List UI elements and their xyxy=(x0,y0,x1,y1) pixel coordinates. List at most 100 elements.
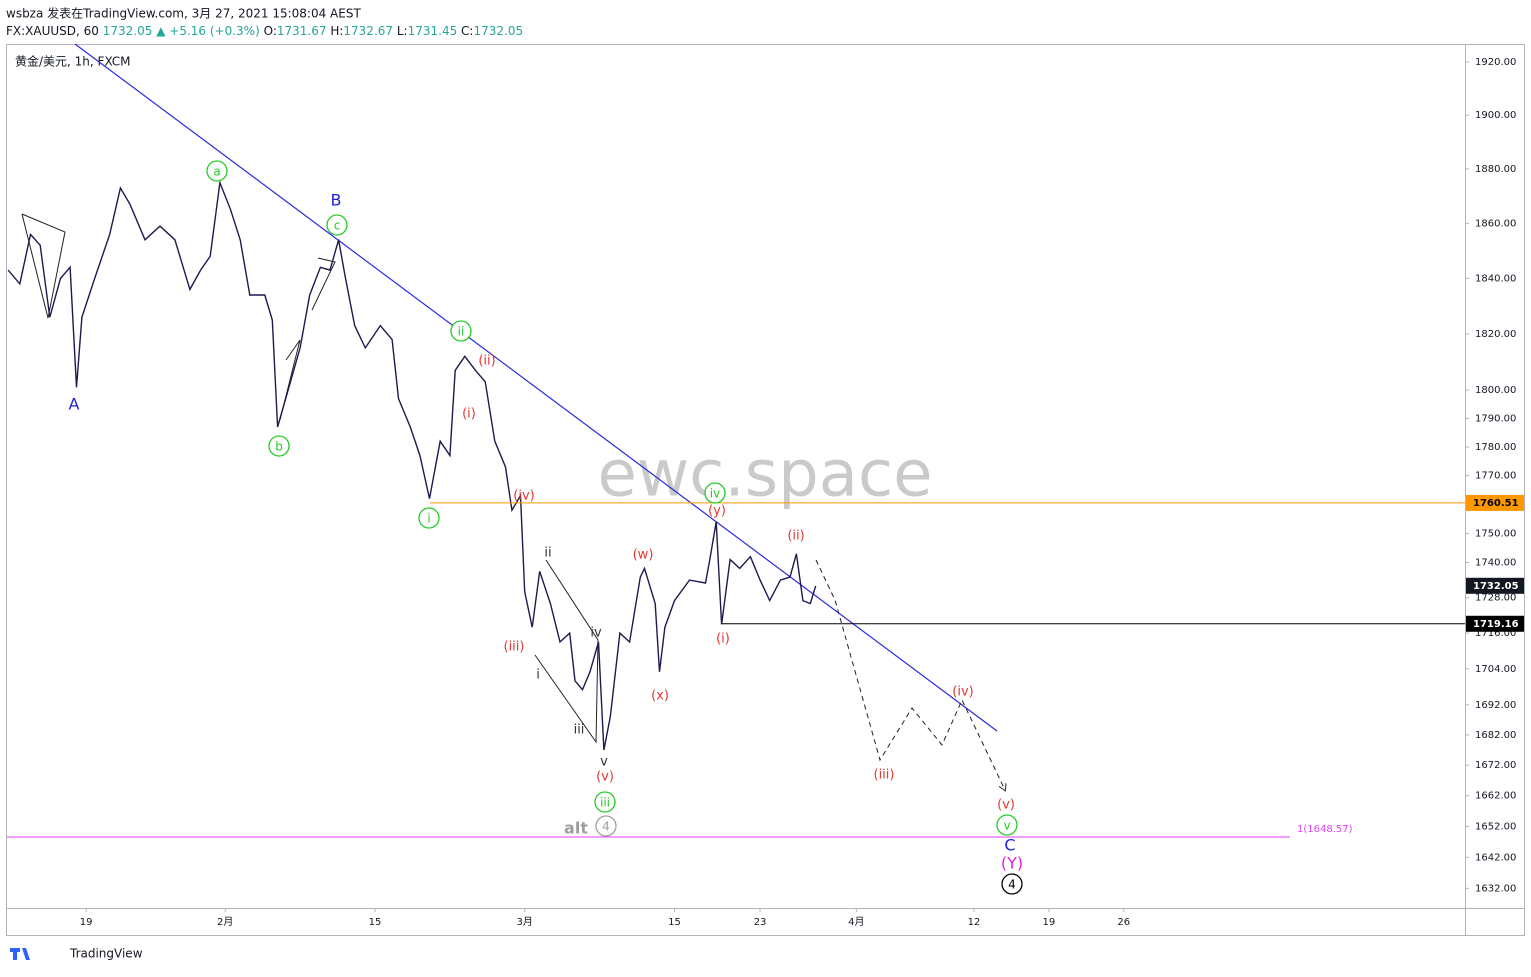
change: +5.16 (+0.3%) xyxy=(169,24,260,38)
y-tick-label: 1820.00 xyxy=(1475,329,1516,340)
price-tag-label: 1719.16 xyxy=(1473,619,1519,630)
wave-label: (iii) xyxy=(504,640,525,655)
wave-label: (v) xyxy=(997,798,1015,813)
wave-label: alt xyxy=(564,819,588,838)
chart-title: 黄金/美元, 1h, FXCM xyxy=(15,54,131,69)
y-tick-label: 1642.00 xyxy=(1475,852,1516,863)
symbol-line: FX:XAUUSD, 60 1732.05 ▲ +5.16 (+0.3%) O:… xyxy=(6,24,523,38)
x-tick-label: 19 xyxy=(80,917,93,928)
label-circle xyxy=(206,160,228,182)
projection xyxy=(815,559,1005,790)
low-label: L: xyxy=(397,24,408,38)
y-tick-label: 1750.00 xyxy=(1475,528,1516,539)
wave-label: (v) xyxy=(596,770,614,785)
x-tick-label: 2月 xyxy=(217,916,233,928)
x-tick-label: 23 xyxy=(754,917,767,928)
label-circle xyxy=(326,214,348,236)
last-price-tag xyxy=(1466,577,1524,594)
y-tick-label: 1692.00 xyxy=(1475,700,1516,711)
wedge xyxy=(311,257,336,311)
wave-label: iv xyxy=(590,626,602,641)
level-label: 1(1648.57) xyxy=(1297,824,1353,835)
y-tick-label: 1770.00 xyxy=(1475,471,1516,482)
open-label: O: xyxy=(264,24,277,38)
wave-label: c xyxy=(334,219,341,233)
high-label: H: xyxy=(330,24,343,38)
close-label: C: xyxy=(461,24,473,38)
arrow: ▲ xyxy=(156,24,166,38)
x-tick-label: 12 xyxy=(968,917,981,928)
y-tick-label: 1728.00 xyxy=(1475,593,1516,604)
wave-label: (i) xyxy=(462,407,476,422)
wedge xyxy=(534,559,599,744)
price-tag-label: 1760.51 xyxy=(1473,498,1519,509)
y-tick-label: 1632.00 xyxy=(1475,883,1516,894)
wave-label: (ii) xyxy=(478,354,495,369)
x-tick-label: 4月 xyxy=(848,916,864,928)
wedge xyxy=(21,213,66,319)
y-tick-label: 1920.00 xyxy=(1475,57,1516,68)
wave-label: (iii) xyxy=(874,768,895,783)
label-circle xyxy=(594,791,616,813)
footer-brand: TradingView xyxy=(69,947,143,961)
y-tick-label: 1790.00 xyxy=(1475,413,1516,424)
symbol: FX:XAUUSD, 60 xyxy=(6,24,99,38)
wave-label: iii xyxy=(600,796,610,810)
wave-label: (iv) xyxy=(513,489,534,504)
logo xyxy=(10,948,30,960)
label-circle xyxy=(450,320,472,342)
x-tick-label: 26 xyxy=(1117,917,1130,928)
wave-label: (x) xyxy=(651,689,669,704)
close: 1732.05 xyxy=(473,24,523,38)
open: 1731.67 xyxy=(277,24,327,38)
wave-label: (ii) xyxy=(787,529,804,544)
label-circle xyxy=(595,815,617,837)
x-tick-label: 3月 xyxy=(517,916,533,928)
price-tag xyxy=(1466,615,1524,632)
wave-label: ii xyxy=(458,325,465,339)
y-tick-label: 1662.00 xyxy=(1475,791,1516,802)
wave-label: (Y) xyxy=(1001,854,1023,873)
wave-label: b xyxy=(275,440,283,454)
publisher: wsbza 发表在TradingView.com, 3月 27, 2021 15… xyxy=(6,6,361,21)
y-tick-label: 1672.00 xyxy=(1475,760,1516,771)
wave-label: ii xyxy=(544,546,551,561)
trendline xyxy=(74,43,998,732)
label-circle xyxy=(1001,873,1023,895)
x-tick-label: 19 xyxy=(1043,917,1056,928)
wave-label: a xyxy=(213,165,220,179)
wave-label: (y) xyxy=(708,504,726,519)
y-tick-label: 1780.00 xyxy=(1475,442,1516,453)
label-circle xyxy=(996,814,1018,836)
wave-label: iv xyxy=(710,487,720,501)
wave-label: B xyxy=(331,191,342,210)
price-line xyxy=(7,179,817,751)
wave-label: (w) xyxy=(633,548,654,563)
label-circle xyxy=(418,507,440,529)
y-tick-label: 1716.00 xyxy=(1475,628,1516,639)
y-tick-label: 1704.00 xyxy=(1475,664,1516,675)
y-tick-label: 1840.00 xyxy=(1475,273,1516,284)
high: 1732.67 xyxy=(343,24,393,38)
label-circle xyxy=(704,482,726,504)
y-tick-label: 1740.00 xyxy=(1475,558,1516,569)
wave-label: v xyxy=(1003,819,1010,833)
last-price-label: 1732.05 xyxy=(1473,581,1519,592)
wave-label: C xyxy=(1004,836,1015,855)
y-tick-label: 1800.00 xyxy=(1475,385,1516,396)
wave-label: 4 xyxy=(1008,878,1016,892)
wave-label: A xyxy=(69,395,80,414)
price-tag xyxy=(1466,494,1524,511)
wave-label: 4 xyxy=(602,820,610,834)
watermark: ewc.space xyxy=(598,438,933,512)
y-tick-label: 1880.00 xyxy=(1475,164,1516,175)
y-tick-label: 1860.00 xyxy=(1475,218,1516,229)
wave-label: i xyxy=(536,668,540,683)
wave-label: iii xyxy=(574,723,585,738)
wave-label: v xyxy=(600,755,608,770)
frame xyxy=(6,44,1525,936)
last: 1732.05 xyxy=(103,24,153,38)
wave-label: i xyxy=(427,512,430,526)
x-tick-label: 15 xyxy=(668,917,681,928)
